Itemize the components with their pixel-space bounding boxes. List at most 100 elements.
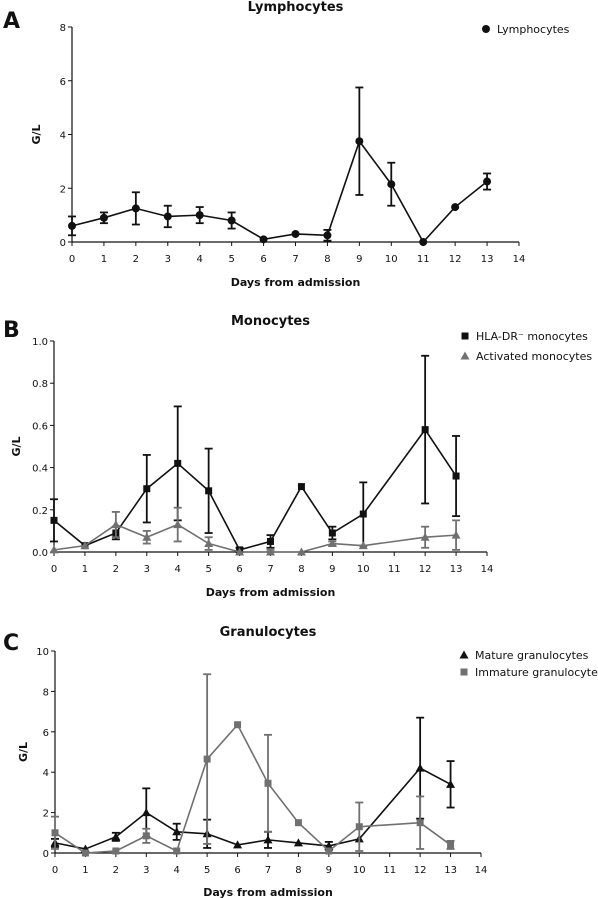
x-tick-label: 1 — [82, 564, 88, 575]
series-2 — [49, 506, 461, 556]
data-point — [355, 137, 364, 146]
legend-label: Mature granulocytes — [475, 649, 589, 662]
y-tick-label: 6 — [60, 77, 66, 88]
y-tick-label: 0.2 — [32, 506, 48, 517]
data-point — [172, 827, 182, 836]
data-point — [483, 177, 492, 186]
data-point — [263, 835, 273, 844]
series-line — [54, 723, 452, 854]
x-tick-label: 13 — [481, 254, 494, 265]
x-tick-label: 10 — [385, 254, 398, 265]
series-line — [71, 139, 488, 244]
x-tick-label: 2 — [113, 564, 119, 575]
data-point — [420, 532, 430, 541]
data-point — [195, 211, 204, 220]
y-tick-label: 1.0 — [32, 337, 48, 348]
data-point — [324, 841, 334, 850]
data-point — [296, 547, 306, 556]
x-tick-label: 10 — [357, 564, 370, 575]
y-tick-label: 8 — [60, 23, 66, 34]
data-point — [421, 426, 429, 434]
data-point — [359, 510, 367, 518]
data-point — [259, 235, 268, 244]
x-axis-label: Days from admission — [206, 586, 336, 599]
data-point — [447, 841, 455, 849]
x-tick-label: 6 — [236, 564, 242, 575]
x-tick-label: 13 — [450, 564, 463, 575]
data-point — [131, 204, 140, 213]
x-tick-label: 12 — [414, 865, 427, 876]
data-point — [235, 547, 245, 556]
legend-marker — [482, 25, 490, 33]
x-tick-label: 9 — [356, 254, 362, 265]
x-tick-label: 8 — [324, 254, 330, 265]
x-tick-label: 4 — [174, 865, 180, 876]
data-point — [451, 530, 461, 539]
data-point — [174, 459, 182, 467]
y-tick-label: 0 — [60, 238, 66, 249]
data-point — [50, 516, 58, 524]
data-point — [387, 180, 396, 189]
y-tick-label: 0 — [43, 849, 49, 860]
data-point — [49, 545, 59, 554]
x-tick-label: 4 — [197, 254, 203, 265]
y-tick-label: 0.0 — [32, 548, 48, 559]
data-point — [415, 763, 425, 772]
x-tick-label: 2 — [113, 865, 119, 876]
y-tick-label: 0.4 — [32, 464, 48, 475]
x-tick-label: 11 — [383, 865, 396, 876]
x-tick-label: 7 — [292, 254, 298, 265]
x-tick-label: 13 — [444, 865, 457, 876]
series-1 — [50, 716, 456, 853]
data-point — [327, 539, 337, 548]
x-tick-label: 12 — [449, 254, 462, 265]
x-axis-label: Days from admission — [231, 276, 361, 289]
legend-label: HLA-DR⁻ monocytes — [476, 330, 588, 343]
x-tick-label: 3 — [165, 254, 171, 265]
data-point — [294, 819, 302, 827]
legend-label: Immature granulocytes — [475, 666, 598, 679]
data-point — [297, 483, 305, 491]
data-point — [355, 823, 363, 831]
x-tick-label: 1 — [82, 865, 88, 876]
series-2 — [51, 673, 455, 857]
data-point — [358, 541, 368, 550]
data-point — [81, 849, 89, 857]
y-tick-label: 2 — [60, 184, 66, 195]
panel-label: C — [3, 631, 19, 656]
data-point — [267, 537, 274, 545]
legend-marker — [460, 351, 470, 360]
legend-marker — [460, 668, 468, 676]
data-point — [446, 779, 456, 788]
x-tick-label: 12 — [419, 564, 432, 575]
data-point — [291, 229, 300, 238]
x-tick-label: 7 — [265, 865, 271, 876]
series-1 — [50, 354, 461, 554]
data-point — [416, 819, 424, 827]
data-point — [203, 755, 211, 763]
x-tick-label: 14 — [475, 865, 488, 876]
data-point — [204, 539, 214, 548]
x-tick-label: 0 — [52, 865, 58, 876]
data-point — [112, 847, 120, 855]
y-tick-label: 6 — [43, 728, 49, 739]
y-tick-label: 10 — [36, 647, 49, 658]
x-tick-label: 7 — [267, 564, 273, 575]
data-point — [111, 832, 121, 841]
y-tick-label: 0.6 — [32, 421, 48, 432]
chart-title: Granulocytes — [220, 625, 317, 640]
data-point — [142, 832, 150, 840]
data-point — [452, 472, 460, 480]
x-tick-label: 5 — [205, 564, 211, 575]
legend-label: Activated monocytes — [476, 350, 592, 363]
legend-marker — [459, 650, 469, 659]
x-tick-label: 1 — [101, 254, 107, 265]
legend-marker — [461, 332, 469, 340]
series-1 — [68, 86, 492, 246]
series-line — [53, 523, 457, 553]
x-tick-label: 5 — [228, 254, 234, 265]
x-tick-label: 8 — [295, 865, 301, 876]
data-point — [205, 487, 213, 495]
